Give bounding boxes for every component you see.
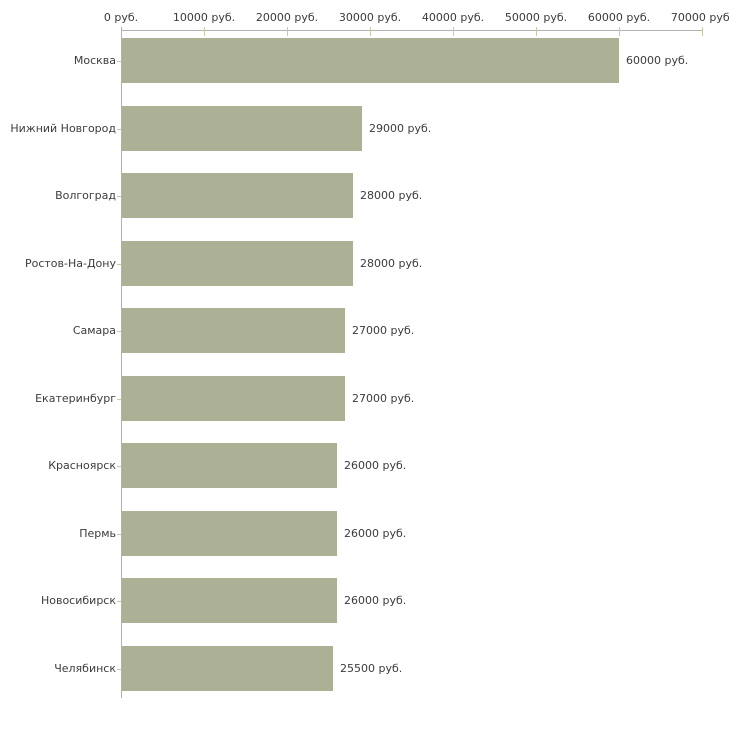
value-label: 29000 руб. — [369, 121, 432, 135]
x-axis-tick-label: 0 руб. — [103, 11, 139, 24]
y-axis-tick-mark — [117, 465, 121, 467]
value-label: 27000 руб. — [352, 323, 415, 337]
category-label: Самара — [72, 323, 116, 337]
value-label: 26000 руб. — [344, 593, 407, 607]
bar — [122, 173, 353, 218]
bar — [122, 241, 353, 286]
value-label: 28000 руб. — [360, 256, 423, 270]
x-axis-tick-mark — [370, 27, 371, 36]
y-axis-tick-mark — [117, 60, 121, 62]
value-label: 26000 руб. — [344, 458, 407, 472]
x-axis-tick-label: 10000 руб. — [172, 11, 236, 24]
x-axis-tick-label: 70000 руб. — [670, 11, 730, 24]
x-axis-tick-label: 30000 руб. — [338, 11, 402, 24]
category-label: Красноярск — [48, 458, 116, 472]
category-label: Нижний Новгород — [10, 121, 116, 135]
y-axis-tick-mark — [117, 533, 121, 535]
x-axis-tick-mark — [536, 27, 537, 36]
y-axis-tick-mark — [117, 330, 121, 332]
bar — [122, 443, 337, 488]
bar — [122, 511, 337, 556]
bar — [122, 106, 362, 151]
category-label: Челябинск — [54, 661, 116, 675]
category-label: Пермь — [79, 526, 116, 540]
category-label: Екатеринбург — [35, 391, 116, 405]
x-axis-tick-label: 50000 руб. — [504, 11, 568, 24]
y-axis-tick-mark — [117, 668, 121, 670]
x-axis-tick-mark — [702, 27, 703, 36]
category-label: Москва — [73, 53, 116, 67]
x-axis-tick-label: 20000 руб. — [255, 11, 319, 24]
x-axis-tick-mark — [453, 27, 454, 36]
x-axis-tick-label: 40000 руб. — [421, 11, 485, 24]
value-label: 25500 руб. — [340, 661, 403, 675]
value-label: 27000 руб. — [352, 391, 415, 405]
bar — [122, 308, 345, 353]
value-label: 60000 руб. — [626, 53, 689, 67]
bar — [122, 646, 333, 691]
y-axis-tick-mark — [117, 398, 121, 400]
category-label: Новосибирск — [40, 593, 116, 607]
y-axis-tick-mark — [117, 128, 121, 130]
x-axis-line — [121, 30, 703, 31]
x-axis-tick-label: 60000 руб. — [587, 11, 651, 24]
x-axis-tick-mark — [619, 27, 620, 36]
y-axis-tick-mark — [117, 263, 121, 265]
category-label: Ростов-На-Дону — [24, 256, 116, 270]
x-axis-tick-mark — [204, 27, 205, 36]
bar — [122, 376, 345, 421]
x-axis-tick-mark — [287, 27, 288, 36]
value-label: 26000 руб. — [344, 526, 407, 540]
value-label: 28000 руб. — [360, 188, 423, 202]
category-label: Волгоград — [55, 188, 116, 202]
bar — [122, 38, 619, 83]
y-axis-tick-mark — [117, 600, 121, 602]
y-axis-line — [121, 30, 122, 698]
y-axis-tick-mark — [117, 195, 121, 197]
bar — [122, 578, 337, 623]
x-axis-tick-mark — [121, 27, 122, 36]
